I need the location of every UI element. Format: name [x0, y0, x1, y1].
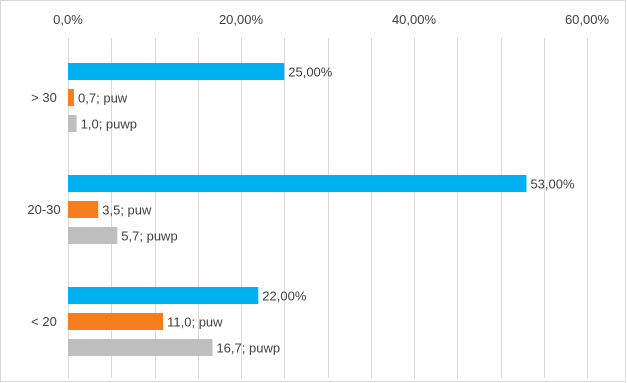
- data-label: 22,00%: [262, 289, 307, 304]
- category-label: < 20: [31, 314, 57, 329]
- bar: [68, 201, 99, 218]
- bar: [68, 227, 118, 244]
- category-label: > 30: [31, 90, 57, 105]
- bar: [68, 175, 527, 192]
- x-tick-label: 20,00%: [219, 12, 264, 27]
- bar: [68, 339, 213, 356]
- data-label: 3,5; puw: [102, 203, 152, 218]
- bar: [68, 89, 75, 106]
- bar: [68, 287, 259, 304]
- bar: [68, 63, 285, 80]
- data-label: 5,7; puwp: [121, 229, 177, 244]
- x-tick-label: 0,0%: [53, 12, 83, 27]
- data-label: 16,7; puwp: [216, 341, 280, 356]
- data-label: 1,0; puwp: [81, 117, 137, 132]
- data-label: 0,7; puw: [78, 91, 128, 106]
- x-tick-label: 60,00%: [565, 12, 610, 27]
- x-tick-label: 40,00%: [392, 12, 437, 27]
- data-label: 11,0; puw: [167, 315, 223, 330]
- bar: [68, 115, 77, 132]
- bar: [68, 313, 164, 330]
- data-label: 53,00%: [530, 177, 575, 192]
- data-label: 25,00%: [288, 65, 333, 80]
- category-label: 20-30: [27, 202, 60, 217]
